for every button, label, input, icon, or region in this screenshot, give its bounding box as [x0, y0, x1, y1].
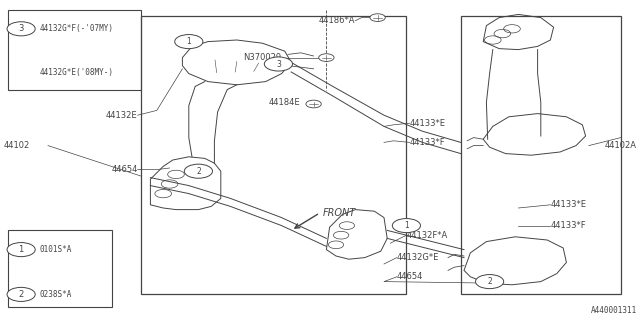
- Circle shape: [306, 100, 321, 108]
- Text: 44132G*E: 44132G*E: [397, 253, 439, 262]
- Text: 2: 2: [196, 167, 201, 176]
- Text: 3: 3: [276, 60, 281, 68]
- Circle shape: [184, 164, 212, 178]
- Text: 44102: 44102: [3, 141, 29, 150]
- Text: 44133*F: 44133*F: [550, 221, 586, 230]
- Text: 1: 1: [404, 221, 409, 230]
- Text: 44102A: 44102A: [605, 141, 637, 150]
- Text: FRONT: FRONT: [323, 208, 356, 218]
- Circle shape: [7, 243, 35, 257]
- Text: 3: 3: [19, 24, 24, 33]
- Text: 44133*E: 44133*E: [550, 200, 586, 209]
- Text: N370029: N370029: [243, 53, 282, 62]
- Text: 0101S*A: 0101S*A: [40, 245, 72, 254]
- Circle shape: [7, 22, 35, 36]
- Text: 44186*A: 44186*A: [319, 16, 355, 25]
- Text: 44132G*F(-'07MY): 44132G*F(-'07MY): [40, 24, 114, 33]
- Circle shape: [392, 219, 420, 233]
- Text: 0238S*A: 0238S*A: [40, 290, 72, 299]
- Circle shape: [476, 275, 504, 289]
- Text: 44184E: 44184E: [269, 98, 300, 107]
- Text: 2: 2: [487, 277, 492, 286]
- Circle shape: [370, 14, 385, 21]
- Bar: [8, 230, 112, 307]
- Text: 44654: 44654: [397, 272, 423, 281]
- Bar: [461, 16, 621, 294]
- Text: 44132F*A: 44132F*A: [406, 231, 447, 240]
- Text: 1: 1: [19, 245, 24, 254]
- Circle shape: [7, 287, 35, 301]
- Text: 2: 2: [19, 290, 24, 299]
- Text: A440001311: A440001311: [591, 306, 637, 315]
- Circle shape: [175, 35, 203, 49]
- Bar: [141, 16, 406, 294]
- Text: 1: 1: [186, 37, 191, 46]
- Circle shape: [264, 57, 292, 71]
- Text: 44132E: 44132E: [106, 111, 138, 120]
- Text: 44654: 44654: [111, 165, 138, 174]
- Circle shape: [319, 54, 334, 61]
- Text: 44132G*E('08MY-): 44132G*E('08MY-): [40, 68, 114, 76]
- Bar: [8, 10, 141, 90]
- Text: 44133*E: 44133*E: [410, 119, 445, 128]
- Text: 44133*F: 44133*F: [410, 138, 445, 147]
